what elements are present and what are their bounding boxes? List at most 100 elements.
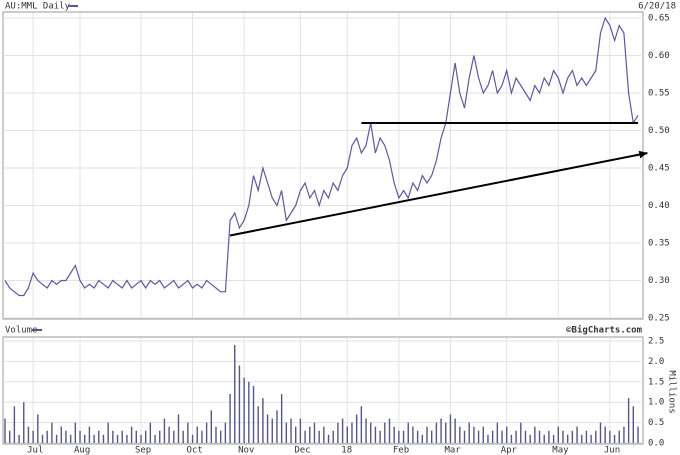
volume-bar <box>154 434 156 443</box>
volume-bar <box>384 422 386 443</box>
volume-bar <box>32 430 34 443</box>
volume-bar <box>313 422 316 443</box>
x-tick-label: Dec <box>294 446 310 455</box>
volume-bar <box>487 434 489 443</box>
legend-swatch <box>32 329 42 331</box>
volume-bar <box>74 422 77 443</box>
source: ©BigCharts.com <box>566 325 642 336</box>
volume-bar <box>177 414 180 443</box>
volume-bar <box>506 426 508 443</box>
volume-bar <box>566 434 569 443</box>
volume-bar <box>604 426 606 443</box>
volume-bar <box>271 418 273 443</box>
x-tick-label: Nov <box>238 446 254 455</box>
volume-bar <box>379 430 381 443</box>
volume-bar <box>571 430 574 443</box>
chart-title: AU:MML Daily <box>5 2 71 12</box>
chart-date: 6/20/18 <box>638 2 676 12</box>
volume-bar <box>337 422 339 443</box>
volume-bar <box>482 426 484 443</box>
y-tick-label: 0.0 <box>648 439 664 449</box>
volume-bar <box>102 434 105 443</box>
volume-bar <box>18 434 20 443</box>
volume-bar <box>219 430 222 443</box>
volume-bar <box>144 430 147 443</box>
volume-bar <box>318 430 320 443</box>
volume-bar <box>238 365 241 443</box>
volume-bar <box>581 434 583 443</box>
y-tick-label: 1.0 <box>648 398 664 408</box>
volume-bar <box>201 430 203 443</box>
volume-bar <box>234 345 236 443</box>
y-tick-label: 0.5 <box>648 418 664 428</box>
y-tick-label: 0.50 <box>648 126 670 136</box>
volume-bar <box>196 426 198 443</box>
volume-bar <box>210 410 213 443</box>
volume-bar <box>491 430 494 443</box>
volume-bar <box>510 434 513 443</box>
volume-bar <box>459 426 461 443</box>
volume-bar <box>93 434 95 443</box>
volume-bar <box>618 430 620 443</box>
x-tick-label: Apr <box>501 446 518 455</box>
volume-bar <box>412 426 414 443</box>
volume-bar <box>290 418 292 443</box>
volume-bar <box>23 402 25 443</box>
volume-bar <box>191 434 194 443</box>
y-tick-label: 0.55 <box>648 89 670 99</box>
volume-bar <box>332 430 334 443</box>
volume-bar <box>370 422 372 443</box>
volume-bar <box>501 430 503 443</box>
volume-bar <box>520 422 522 443</box>
x-tick-label: Jun <box>604 446 620 455</box>
volume-bar <box>116 434 119 443</box>
volume-bar <box>299 418 302 443</box>
price-panel <box>2 11 644 320</box>
x-tick-label: May <box>552 446 569 455</box>
volume-bar <box>351 422 353 443</box>
volume-bar <box>262 398 264 443</box>
y-tick-label: 2.0 <box>648 357 664 367</box>
volume-bar <box>27 426 30 443</box>
volume-bar <box>187 422 189 443</box>
volume-bar <box>51 422 53 443</box>
volume-bar <box>8 430 11 443</box>
volume-bar <box>130 426 133 443</box>
volume-bar <box>360 406 363 443</box>
volume-bar <box>623 426 625 443</box>
volume-bar <box>107 422 109 443</box>
volume-bar <box>552 434 555 443</box>
volume-bar <box>543 434 545 443</box>
volume-bar <box>224 422 227 443</box>
volume-bar <box>613 434 616 443</box>
volume-bar <box>243 377 245 443</box>
y-tick-label: 0.35 <box>648 239 670 249</box>
volume-bar <box>13 406 16 443</box>
x-tick-label: 18 <box>341 446 352 455</box>
volume-bar <box>126 434 128 443</box>
volume-bar <box>55 434 58 443</box>
volume-bar <box>41 434 44 443</box>
volume-bar <box>407 422 409 443</box>
y-tick-label: 0.65 <box>648 14 670 24</box>
y-tick-label: 2.5 <box>648 337 664 347</box>
volume-bar <box>468 422 470 443</box>
volume-bar <box>454 418 456 443</box>
volume-bar <box>159 430 161 443</box>
volume-bar <box>98 430 100 443</box>
volume-bar <box>416 430 419 443</box>
volume-bar <box>304 430 306 443</box>
volume-bar <box>173 430 175 443</box>
volume-bar <box>252 385 255 443</box>
volume-bar <box>88 426 91 443</box>
volume-bar <box>135 430 137 443</box>
volume-bar <box>4 418 6 443</box>
volume-bar <box>435 422 438 443</box>
volume-bar <box>280 394 283 443</box>
volume-bar <box>365 418 367 443</box>
volume-bar <box>524 430 527 443</box>
volume-bar <box>609 430 611 443</box>
volume-bar <box>182 430 184 443</box>
volume-bar <box>496 422 499 443</box>
